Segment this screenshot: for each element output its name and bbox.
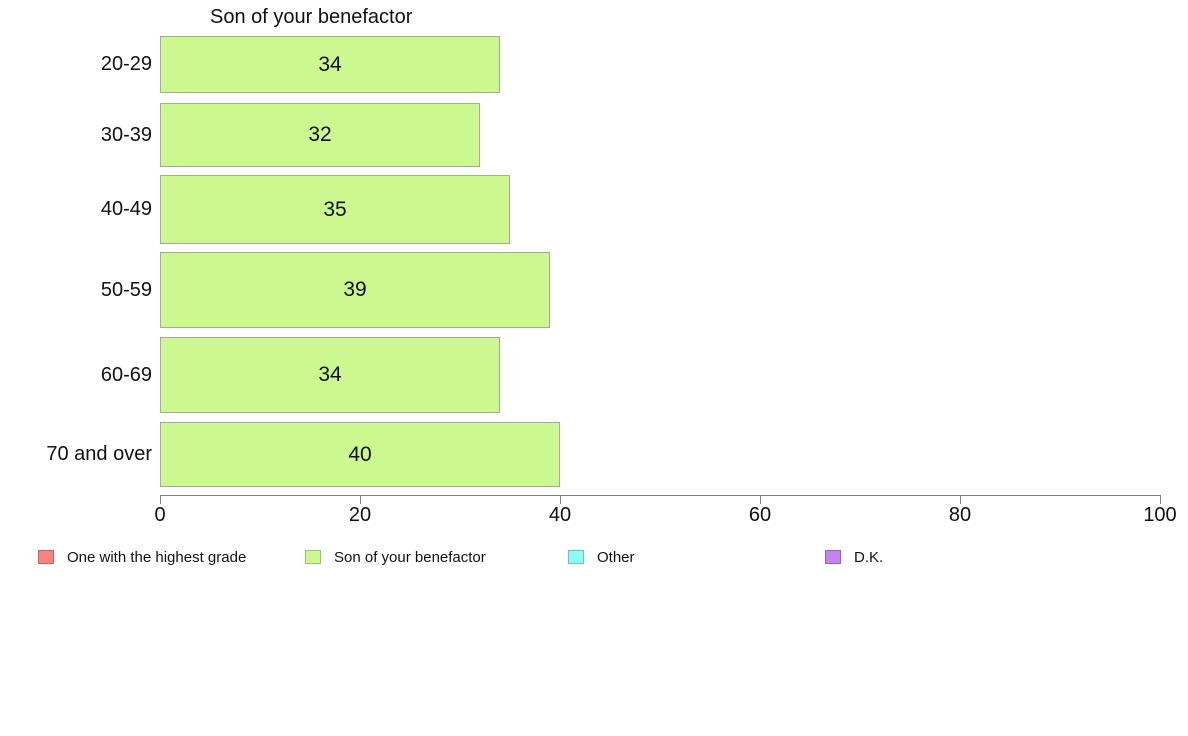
category-label: 70 and over <box>46 443 152 465</box>
bar: 32 <box>160 103 480 167</box>
x-axis-tick-label: 40 <box>548 504 572 526</box>
legend-label: Son of your benefactor <box>334 548 486 566</box>
x-axis-tick-label: 100 <box>1143 504 1177 526</box>
bar: 35 <box>160 175 510 244</box>
x-axis-tick <box>160 495 161 504</box>
legend-item: One with the highest grade <box>38 548 246 566</box>
x-axis-tick <box>1160 495 1161 504</box>
legend-item: Son of your benefactor <box>305 548 486 566</box>
legend-item: D.K. <box>825 548 883 566</box>
bar: 34 <box>160 36 500 93</box>
x-axis-tick-label: 80 <box>948 504 972 526</box>
bar-value-label: 39 <box>343 278 367 301</box>
x-axis-tick-label: 20 <box>348 504 372 526</box>
category-label: 30-39 <box>100 124 152 146</box>
category-label: 50-59 <box>100 279 152 301</box>
category-label: 40-49 <box>100 198 152 220</box>
legend-swatch <box>825 550 841 564</box>
bar: 39 <box>160 252 550 328</box>
x-axis-tick <box>560 495 561 504</box>
bar-value-label: 40 <box>348 442 372 466</box>
bar-value-label: 34 <box>318 363 342 386</box>
chart-title: Son of your benefactor <box>210 6 413 28</box>
legend-label: Other <box>597 548 635 566</box>
legend-swatch <box>568 550 584 564</box>
legend-label: One with the highest grade <box>67 548 247 566</box>
legend-swatch <box>38 550 54 564</box>
bar-value-label: 32 <box>308 123 332 146</box>
bar-value-label: 35 <box>323 197 347 221</box>
category-label: 20-29 <box>100 53 152 75</box>
bar-value-label: 34 <box>318 52 342 76</box>
x-axis-tick-label: 60 <box>748 504 772 526</box>
legend-swatch <box>305 550 321 564</box>
x-axis-tick <box>360 495 361 504</box>
legend-item: Other <box>568 548 635 566</box>
legend-label: D.K. <box>854 548 884 566</box>
x-axis-line <box>160 495 1161 496</box>
bar: 34 <box>160 337 500 413</box>
x-axis-tick-label: 0 <box>154 504 166 526</box>
category-label: 60-69 <box>100 364 152 386</box>
bar: 40 <box>160 422 560 487</box>
x-axis-tick <box>960 495 961 504</box>
x-axis-tick <box>760 495 761 504</box>
